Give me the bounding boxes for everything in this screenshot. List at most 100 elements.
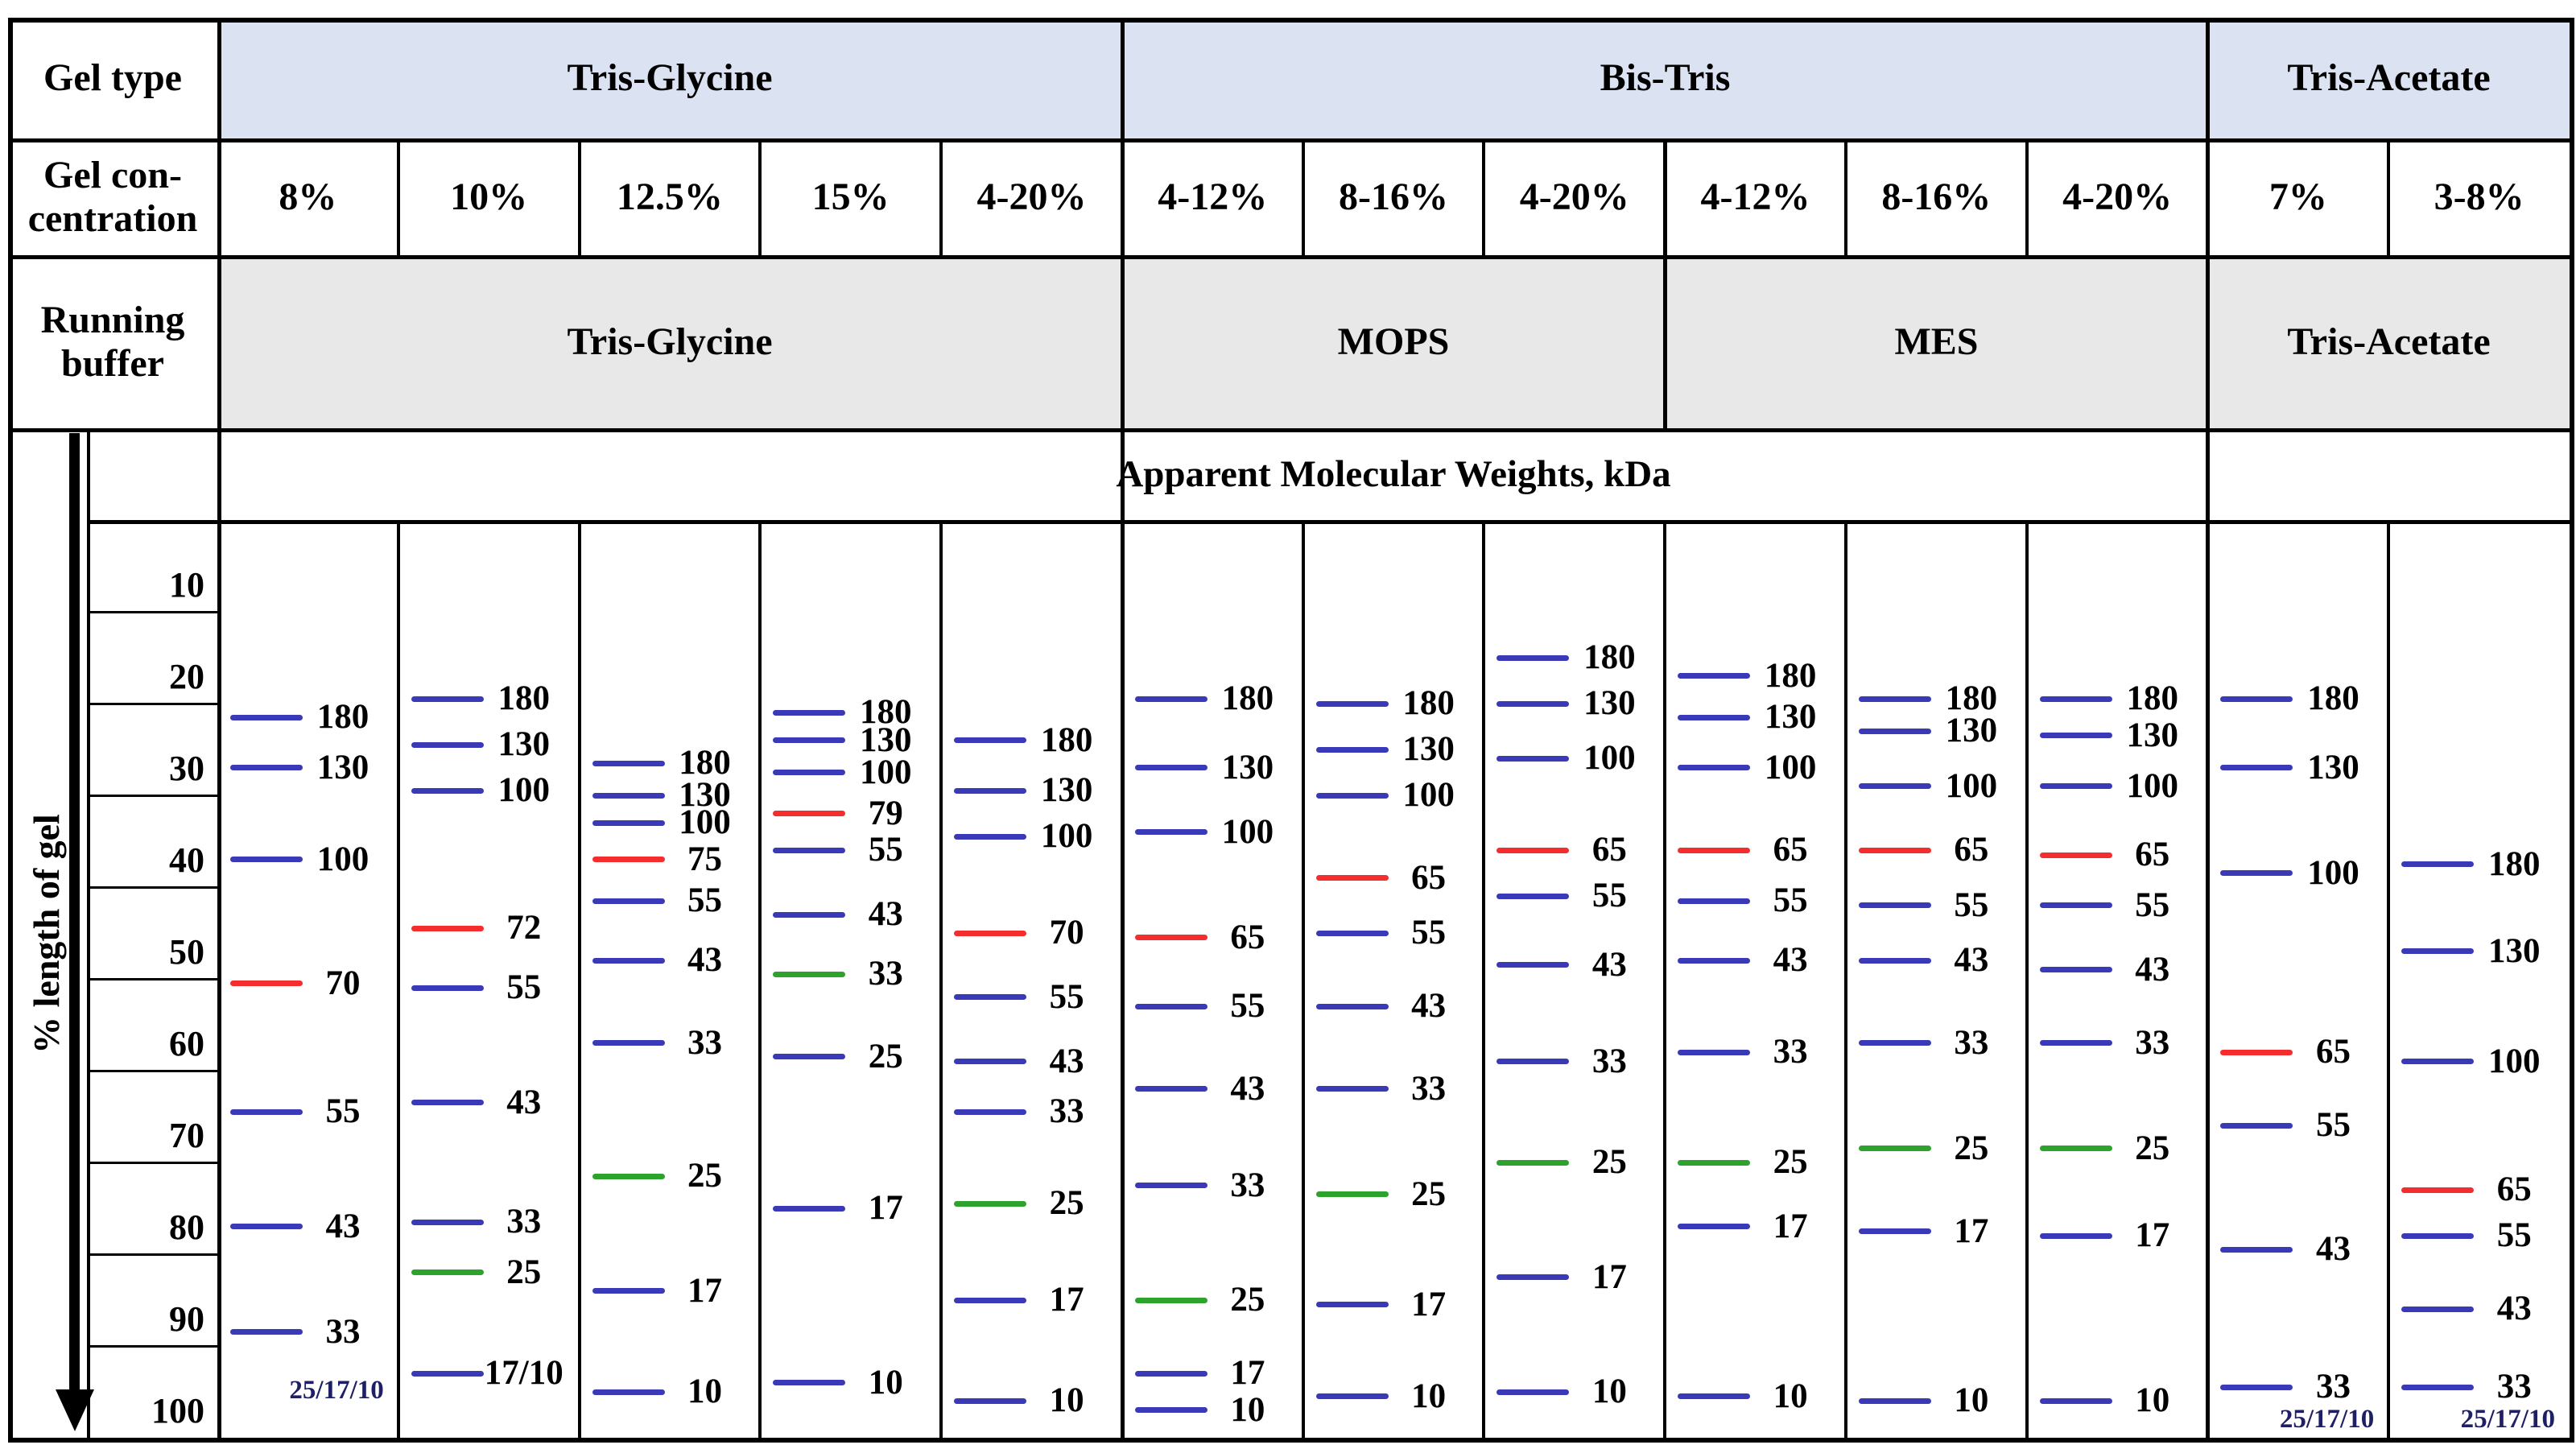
band-label-130: 130 bbox=[2487, 931, 2541, 970]
band-label-65: 65 bbox=[2496, 1170, 2532, 1209]
band-label-25: 25 bbox=[1773, 1143, 1808, 1181]
band-label-65: 65 bbox=[1591, 831, 1627, 869]
y-axis-title: % length of gel bbox=[25, 814, 67, 1054]
band-label-17: 17 bbox=[2135, 1216, 2170, 1255]
gel-concentration-cell: 3-8% bbox=[2434, 175, 2524, 218]
band-label-43: 43 bbox=[1230, 1069, 1265, 1108]
band-25 bbox=[1678, 1159, 1751, 1166]
band-33 bbox=[773, 971, 846, 977]
lane-divider bbox=[1663, 138, 1668, 428]
band-100 bbox=[954, 833, 1027, 840]
band-label-17: 17 bbox=[868, 1189, 903, 1227]
row-divider-2 bbox=[8, 255, 2574, 259]
gel-type-row-background bbox=[217, 18, 2570, 138]
axis-tick-line bbox=[87, 1253, 217, 1256]
table-border-top bbox=[8, 18, 2574, 23]
band-79 bbox=[773, 811, 846, 817]
band-label-33: 33 bbox=[506, 1203, 542, 1241]
band-label-55: 55 bbox=[1049, 977, 1084, 1016]
gel-concentration-cell: 4-12% bbox=[1158, 175, 1268, 218]
lane-footnote: 25/17/10 bbox=[2460, 1405, 2555, 1435]
band-33 bbox=[592, 1040, 665, 1046]
band-55 bbox=[2039, 902, 2112, 909]
band-70 bbox=[230, 980, 303, 987]
band-75 bbox=[592, 857, 665, 863]
axis-tick-line bbox=[87, 886, 217, 889]
band-180 bbox=[1858, 696, 1931, 702]
band-label-43: 43 bbox=[1411, 987, 1447, 1026]
band-label-100: 100 bbox=[2487, 1042, 2541, 1080]
band-100 bbox=[592, 819, 665, 826]
band-label-75: 75 bbox=[687, 840, 723, 878]
band-70 bbox=[954, 930, 1027, 936]
gel-concentration-cell: 4-20% bbox=[2062, 175, 2173, 218]
band-43 bbox=[1315, 1003, 1389, 1009]
lane-divider bbox=[1301, 138, 1305, 255]
gel-concentration-cell: 8-16% bbox=[1881, 175, 1992, 218]
band-label-180: 180 bbox=[1945, 679, 1998, 718]
band-label-180: 180 bbox=[2487, 844, 2541, 883]
band-label-17: 17 bbox=[1591, 1257, 1627, 1296]
lane-divider bbox=[758, 520, 762, 1438]
band-label-65: 65 bbox=[2315, 1033, 2351, 1071]
band-43 bbox=[230, 1224, 303, 1230]
band-label-43: 43 bbox=[2135, 950, 2170, 989]
band-label-130: 130 bbox=[316, 748, 369, 786]
band-label-70: 70 bbox=[325, 964, 361, 1002]
axis-tick-label: 90 bbox=[169, 1299, 204, 1339]
axis-tick-line bbox=[87, 794, 217, 797]
band-label-130: 130 bbox=[1040, 771, 1093, 810]
gel-concentration-cell: 8-16% bbox=[1339, 175, 1448, 218]
band-label-33: 33 bbox=[1773, 1033, 1808, 1071]
band-130 bbox=[1496, 700, 1570, 707]
band-10 bbox=[592, 1389, 665, 1395]
band-130 bbox=[1678, 714, 1751, 720]
band-label-130: 130 bbox=[1764, 698, 1817, 737]
band-label-55: 55 bbox=[687, 881, 723, 920]
gel-concentration-cell: 4-12% bbox=[1700, 175, 1810, 218]
band-label-33: 33 bbox=[2315, 1368, 2351, 1406]
band-130 bbox=[411, 741, 484, 748]
band-label-10: 10 bbox=[1411, 1377, 1447, 1415]
band-label-10: 10 bbox=[1049, 1381, 1084, 1420]
header-column-divider bbox=[217, 18, 221, 1438]
band-17 bbox=[2039, 1232, 2112, 1239]
band-label-100: 100 bbox=[497, 771, 551, 810]
lane-divider bbox=[1843, 520, 1847, 1438]
band-label-10: 10 bbox=[868, 1363, 903, 1402]
band-25 bbox=[1858, 1146, 1931, 1152]
band-33 bbox=[2220, 1384, 2293, 1390]
band-label-10: 10 bbox=[1954, 1381, 1989, 1420]
lane-divider bbox=[758, 138, 762, 255]
band-label-180: 180 bbox=[1221, 679, 1274, 718]
band-180 bbox=[773, 709, 846, 716]
band-label-17: 17 bbox=[687, 1271, 723, 1310]
band-label-33: 33 bbox=[1230, 1166, 1265, 1204]
band-label-43: 43 bbox=[506, 1083, 542, 1121]
band-130 bbox=[773, 737, 846, 744]
band-label-43: 43 bbox=[1049, 1042, 1084, 1080]
band-label-100: 100 bbox=[2126, 766, 2178, 805]
axis-tick-label: 80 bbox=[169, 1208, 204, 1247]
band-label-65: 65 bbox=[1230, 918, 1265, 956]
band-label-33: 33 bbox=[687, 1023, 723, 1062]
gel-concentration-cell: 4-20% bbox=[976, 175, 1087, 218]
band-label-33: 33 bbox=[325, 1312, 361, 1351]
row-divider-1 bbox=[8, 138, 2574, 142]
band-33 bbox=[1496, 1059, 1570, 1065]
band-43 bbox=[1858, 957, 1931, 964]
band-label-33: 33 bbox=[1591, 1042, 1627, 1080]
band-10 bbox=[773, 1380, 846, 1386]
band-label-55: 55 bbox=[2315, 1106, 2351, 1145]
band-label-17: 17 bbox=[1230, 1354, 1265, 1393]
band-43 bbox=[954, 1059, 1027, 1065]
running-buffer-row-header: Running buffer bbox=[8, 255, 217, 428]
band-label-43: 43 bbox=[2315, 1230, 2351, 1269]
band-25 bbox=[954, 1200, 1027, 1207]
band-label-25: 25 bbox=[1411, 1174, 1447, 1213]
band-25 bbox=[2039, 1146, 2112, 1152]
band-130 bbox=[2039, 733, 2112, 739]
gel-type-row-header: Gel type bbox=[43, 56, 182, 100]
band-43 bbox=[411, 1100, 484, 1106]
band-180 bbox=[2220, 696, 2293, 702]
